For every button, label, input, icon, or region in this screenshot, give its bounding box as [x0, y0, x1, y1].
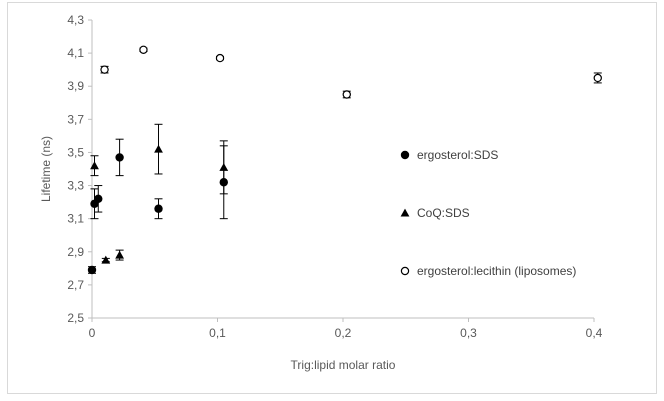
- legend-marker: [400, 266, 410, 276]
- data-point: [215, 53, 225, 63]
- data-point: [139, 45, 148, 55]
- data-marks: [87, 45, 602, 275]
- data-point: [115, 250, 125, 259]
- data-point: [94, 194, 103, 203]
- data-point: [342, 90, 351, 99]
- series-2: [90, 123, 229, 264]
- y-tick-label: 4,3: [67, 13, 84, 27]
- legend-marker: [400, 208, 410, 217]
- data-point: [100, 65, 109, 74]
- data-point: [219, 162, 229, 171]
- x-tick-label: 0: [89, 326, 96, 340]
- legend: ergosterol:SDS CoQ:SDS ergosterol:lecithin…: [400, 148, 576, 278]
- data-point: [593, 73, 602, 83]
- y-tick-label: 2,5: [67, 311, 84, 325]
- data-point: [87, 265, 97, 275]
- tick-labels: 2,5 2,7 2,9 3,1 3,3 3,5 3,7 3,9 4,1 4,3 0 0,1 0,2 0,3…: [67, 13, 602, 340]
- x-tick-label: 0,3: [460, 326, 477, 340]
- x-axis-title: Trig:lipid molar ratio: [291, 358, 396, 372]
- legend-label: ergosterol:SDS: [417, 148, 498, 162]
- legend-label: ergosterol:lecithin (liposomes): [417, 264, 576, 278]
- x-tick-label: 0,4: [586, 326, 603, 340]
- y-tick-label: 3,1: [67, 212, 84, 226]
- y-tick-label: 2,9: [67, 245, 84, 259]
- series-1: [87, 138, 228, 275]
- data-point: [154, 144, 163, 153]
- x-tick-label: 0,1: [209, 326, 226, 340]
- data-point: [90, 161, 99, 170]
- x-tick-label: 0,2: [335, 326, 352, 340]
- y-tick-label: 3,3: [67, 179, 84, 193]
- y-tick-label: 3,9: [67, 79, 84, 93]
- y-tick-label: 3,5: [67, 145, 84, 159]
- data-point: [101, 255, 111, 264]
- series-3: [100, 45, 602, 99]
- legend-label: CoQ:SDS: [417, 206, 470, 220]
- legend-marker: [400, 150, 410, 160]
- y-tick-label: 4,1: [67, 46, 84, 60]
- y-tick-label: 3,7: [67, 112, 84, 126]
- y-axis-title: Lifetime (ns): [39, 136, 53, 202]
- data-point: [115, 153, 124, 162]
- chart-area: [7, 2, 657, 394]
- data-point: [154, 204, 163, 213]
- y-tick-label: 2,7: [67, 278, 84, 292]
